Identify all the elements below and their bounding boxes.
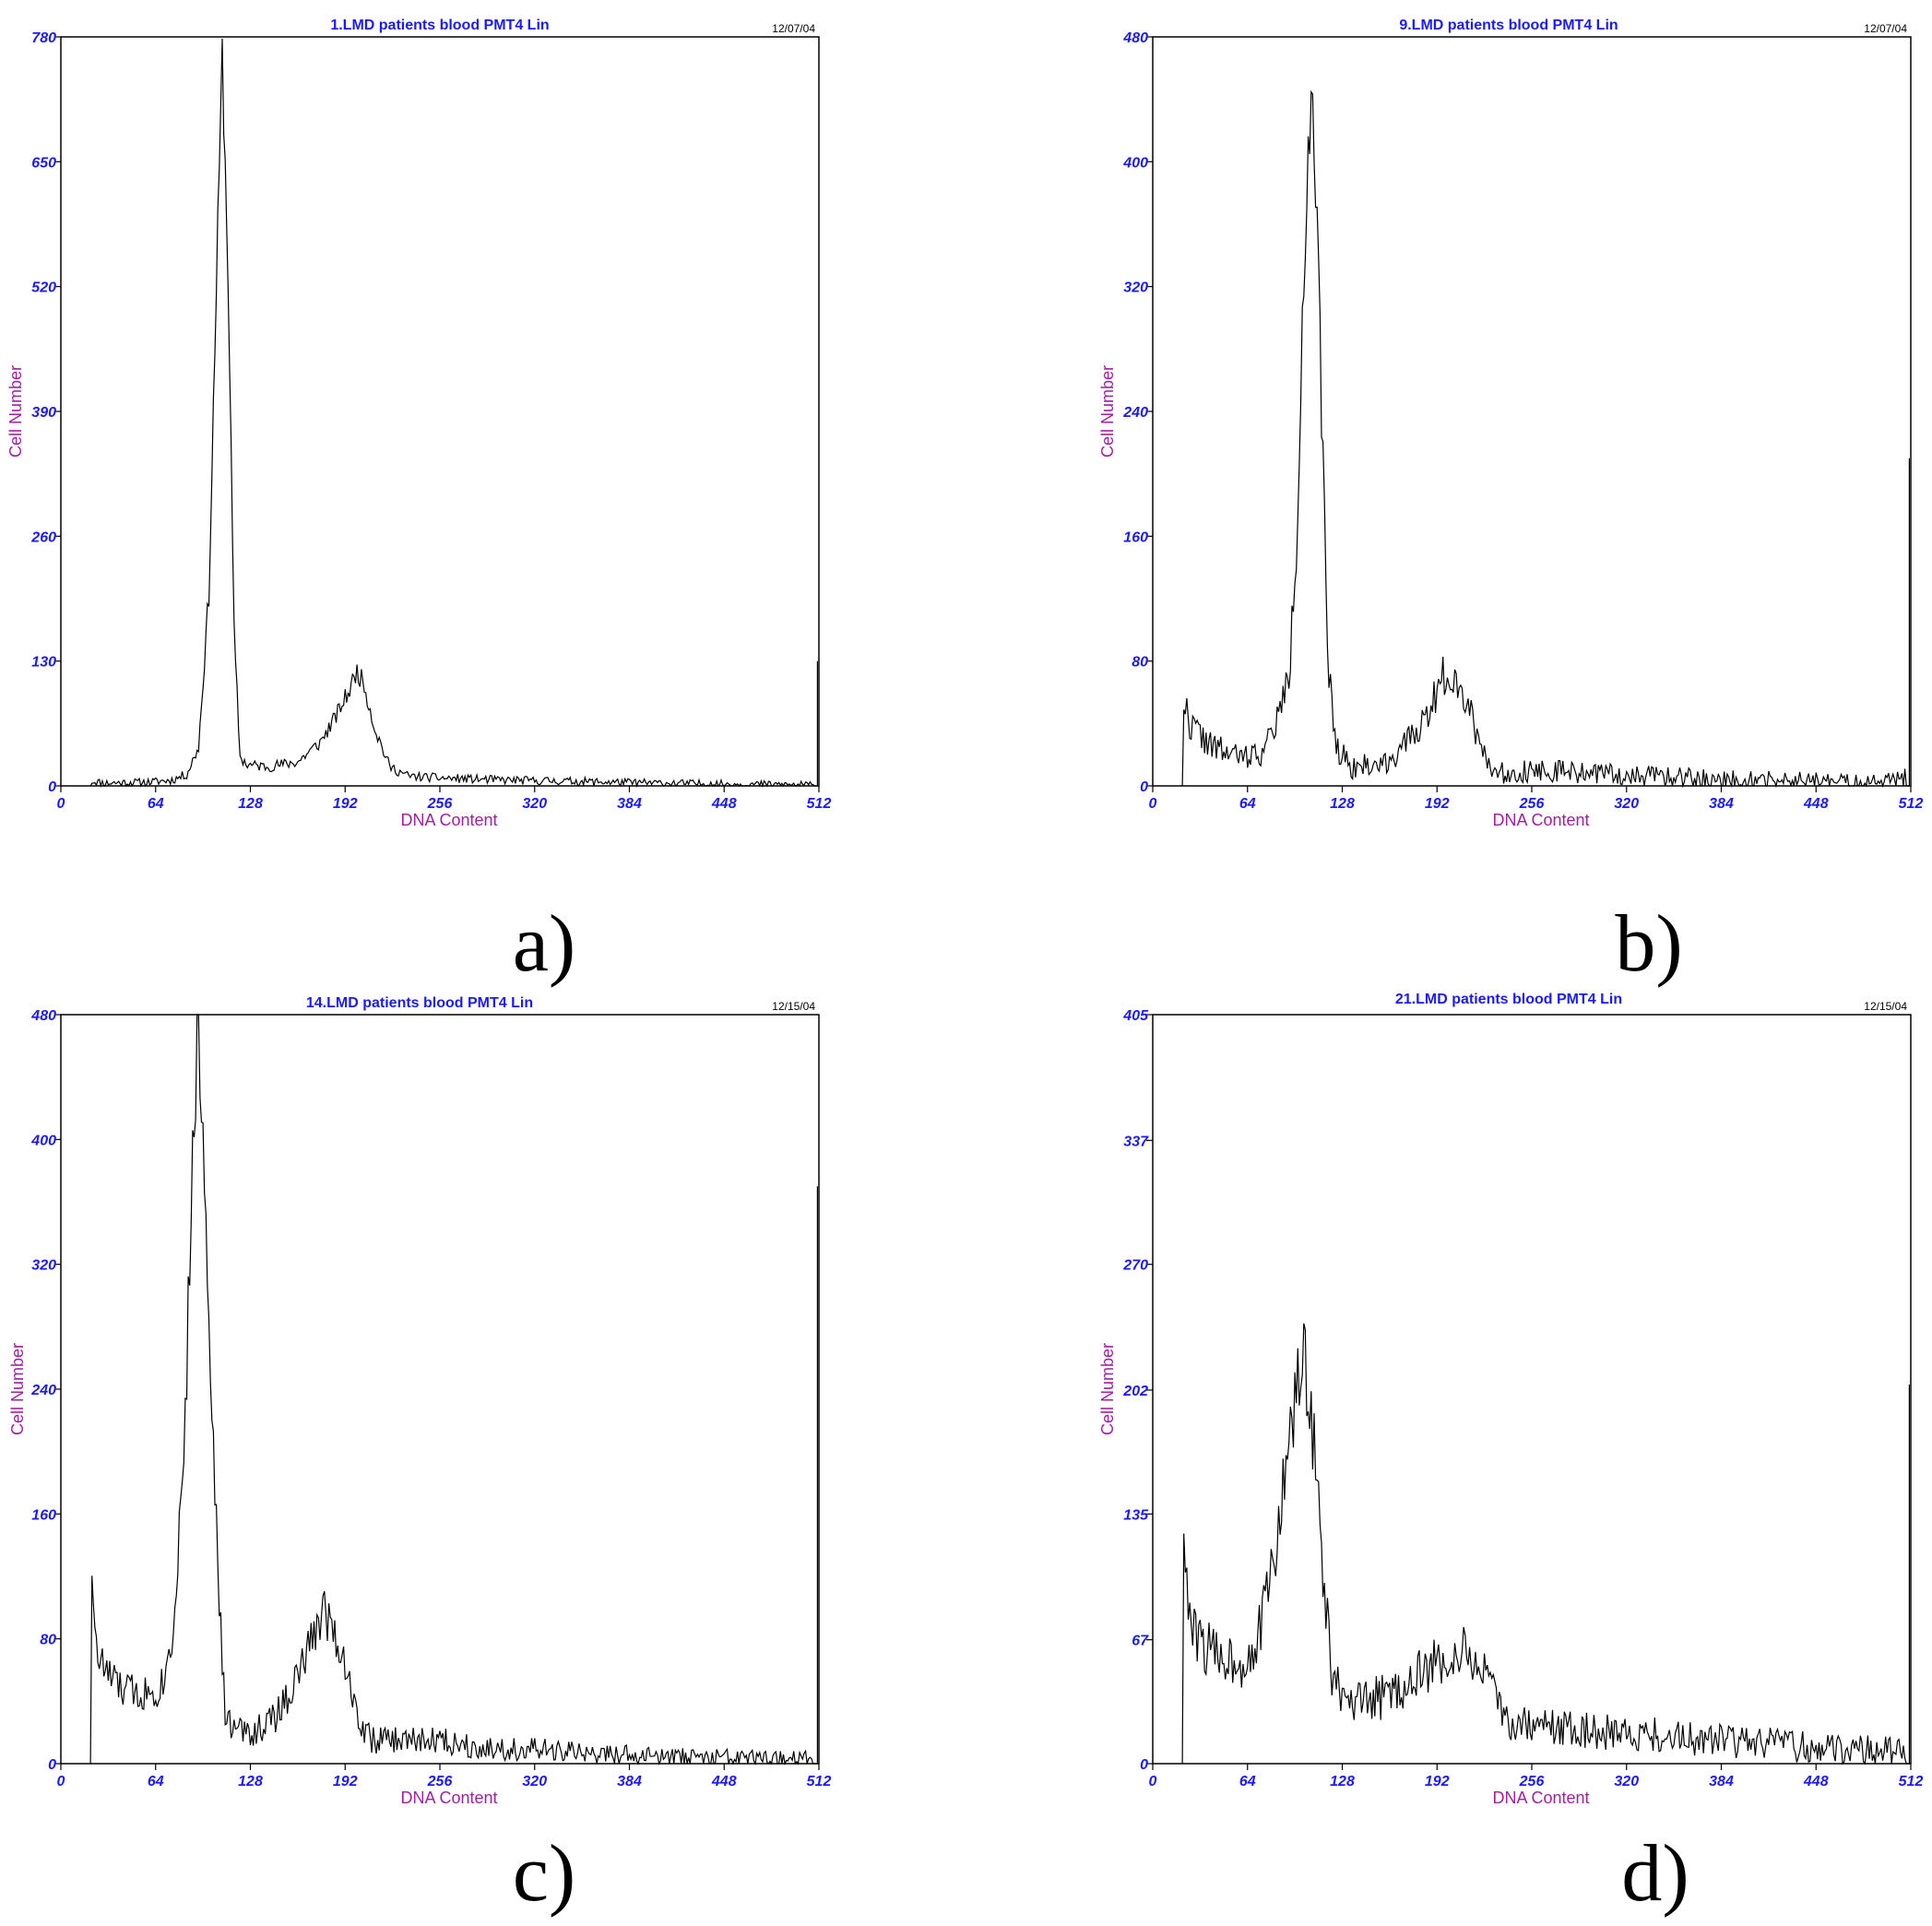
x-tick-label: 320	[1614, 796, 1639, 812]
y-tick-label: 202	[1122, 1384, 1148, 1399]
histogram-trace	[89, 1014, 818, 1766]
chart-title: 1.LMD patients blood PMT4 Lin	[330, 18, 549, 33]
chart-date: 12/15/04	[772, 1000, 815, 1013]
y-tick-label: 80	[40, 1633, 56, 1648]
x-tick-label: 448	[711, 796, 737, 812]
x-tick-label: 64	[1239, 796, 1256, 812]
chart-date: 12/07/04	[772, 22, 815, 35]
y-tick-label: 780	[31, 30, 56, 46]
x-tick-label: 256	[427, 796, 453, 812]
y-tick-label: 400	[30, 1133, 56, 1148]
x-tick-label: 384	[617, 1774, 642, 1789]
y-tick-label: 405	[1122, 1008, 1149, 1024]
x-tick-label: 512	[1899, 796, 1924, 812]
y-tick-label: 240	[30, 1383, 56, 1398]
x-tick-label: 0	[1149, 1774, 1157, 1789]
y-tick-label: 240	[1122, 405, 1148, 421]
chart-panel-b: 9.LMD patients blood PMT4 Lin 12/07/04 C…	[1098, 18, 1923, 989]
y-tick-label: 320	[31, 1258, 56, 1274]
plot-frame	[60, 1014, 820, 1765]
y-axis-label: Cell Number	[8, 1343, 27, 1435]
x-tick-label: 256	[1519, 796, 1545, 812]
x-tick-label: 384	[1709, 796, 1734, 812]
y-tick-label: 260	[30, 529, 56, 545]
x-axis-label: DNA Content	[1492, 811, 1589, 829]
x-tick-label: 448	[1803, 1774, 1829, 1789]
x-tick-label: 128	[1330, 1774, 1355, 1789]
x-tick-label: 64	[148, 796, 164, 812]
x-tick-label: 320	[522, 1774, 547, 1789]
panel-label: a)	[513, 899, 575, 989]
x-tick-label: 0	[57, 796, 65, 812]
x-axis-label: DNA Content	[400, 1789, 497, 1807]
x-tick-label: 0	[1149, 796, 1157, 812]
y-tick-label: 520	[31, 280, 56, 296]
x-tick-label: 384	[1709, 1774, 1734, 1789]
y-axis-label: Cell Number	[1098, 365, 1117, 458]
x-tick-label: 0	[57, 1774, 65, 1789]
x-tick-label: 320	[522, 796, 547, 812]
x-tick-label: 128	[1330, 796, 1355, 812]
y-tick-label: 320	[1123, 280, 1148, 296]
y-tick-label: 480	[30, 1008, 56, 1024]
histogram-trace	[89, 38, 818, 789]
y-tick-label: 0	[1140, 1757, 1148, 1773]
histogram-trace	[1181, 89, 1910, 789]
chart-panel-c: 14.LMD patients blood PMT4 Lin 12/15/04 …	[8, 995, 831, 1919]
x-tick-label: 512	[807, 796, 832, 812]
y-tick-label: 160	[31, 1507, 56, 1523]
plot-frame	[60, 36, 820, 787]
y-tick-label: 337	[1123, 1134, 1149, 1149]
x-tick-label: 448	[1803, 796, 1829, 812]
y-tick-label: 0	[1140, 779, 1148, 795]
x-axis-label: DNA Content	[400, 811, 497, 829]
x-tick-label: 128	[238, 796, 263, 812]
y-tick-label: 135	[1123, 1507, 1149, 1523]
x-tick-label: 384	[617, 796, 642, 812]
chart-title: 14.LMD patients blood PMT4 Lin	[306, 995, 533, 1011]
chart-title: 21.LMD patients blood PMT4 Lin	[1395, 992, 1622, 1007]
y-axis-label: Cell Number	[1098, 1343, 1117, 1435]
y-tick-label: 480	[1122, 30, 1148, 46]
x-tick-label: 64	[148, 1774, 164, 1789]
x-tick-label: 448	[711, 1774, 737, 1789]
x-tick-label: 64	[1239, 1774, 1256, 1789]
y-tick-label: 650	[31, 155, 56, 171]
chart-date: 12/15/04	[1864, 1000, 1907, 1013]
y-tick-label: 67	[1132, 1634, 1149, 1649]
x-tick-label: 128	[238, 1774, 263, 1789]
y-tick-label: 390	[31, 405, 56, 421]
chart-date: 12/07/04	[1864, 22, 1907, 35]
x-tick-label: 192	[333, 1774, 358, 1789]
y-axis-label: Cell Number	[6, 365, 25, 458]
y-tick-label: 160	[1123, 529, 1148, 545]
histogram-trace	[1181, 1323, 1910, 1766]
x-tick-label: 512	[807, 1774, 832, 1789]
x-tick-label: 256	[427, 1774, 453, 1789]
x-tick-label: 192	[333, 796, 358, 812]
x-tick-label: 512	[1899, 1774, 1924, 1789]
y-tick-label: 130	[31, 655, 56, 671]
chart-panel-d: 21.LMD patients blood PMT4 Lin 12/15/04 …	[1098, 992, 1923, 1919]
chart-title: 9.LMD patients blood PMT4 Lin	[1399, 18, 1618, 33]
y-tick-label: 400	[1122, 155, 1148, 171]
plot-frame	[1152, 36, 1912, 787]
panel-label: c)	[513, 1829, 575, 1919]
chart-panel-a: 1.LMD patients blood PMT4 Lin 12/07/04 C…	[6, 18, 831, 989]
panel-label: d)	[1621, 1829, 1689, 1919]
x-tick-label: 192	[1425, 1774, 1450, 1789]
y-tick-label: 0	[48, 1757, 56, 1773]
x-axis-label: DNA Content	[1492, 1789, 1589, 1807]
panel-label: b)	[1615, 899, 1682, 989]
x-tick-label: 320	[1614, 1774, 1639, 1789]
y-tick-label: 0	[48, 779, 56, 795]
plot-frame	[1152, 1014, 1912, 1765]
y-tick-label: 80	[1132, 655, 1148, 671]
x-tick-label: 256	[1519, 1774, 1545, 1789]
y-tick-label: 270	[1122, 1258, 1148, 1274]
x-tick-label: 192	[1425, 796, 1450, 812]
